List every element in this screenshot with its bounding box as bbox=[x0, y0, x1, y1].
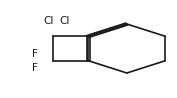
Text: Cl: Cl bbox=[59, 16, 70, 26]
Text: F: F bbox=[32, 63, 38, 73]
Text: F: F bbox=[32, 49, 38, 59]
Text: Cl: Cl bbox=[44, 16, 54, 26]
